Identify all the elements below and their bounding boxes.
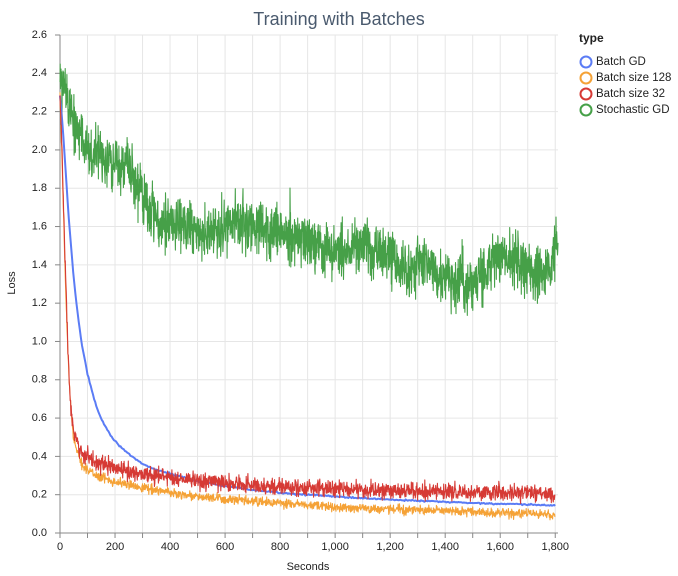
legend-items: Batch GD Batch size 128 Batch size 32 Stoch… — [579, 55, 671, 117]
chart-title: Training with Batches — [253, 9, 424, 29]
y-tick-label: 1.8 — [32, 182, 47, 194]
x-tick-label: 200 — [106, 541, 124, 553]
series-line-stochastic-gd — [59, 63, 559, 316]
x-tick-label: 0 — [57, 541, 63, 553]
legend: type Batch GD Batch size 128 Batch size 32… — [579, 31, 671, 117]
legend-swatch-batch-gd — [579, 55, 593, 69]
x-axis-title: Seconds — [287, 561, 330, 573]
axes — [55, 34, 558, 538]
y-tick-label: 2.2 — [32, 106, 47, 118]
x-tick-label: 1,600 — [486, 541, 514, 553]
y-axis-title: Loss — [6, 271, 18, 295]
legend-swatch-batch-size-128 — [579, 71, 593, 85]
x-tick-label: 1,400 — [431, 541, 459, 553]
y-tick-label: 1.0 — [32, 335, 47, 347]
y-tick-label: 1.2 — [32, 297, 47, 309]
y-tick-label: 0.4 — [32, 450, 47, 462]
x-tick-label: 1,000 — [321, 541, 349, 553]
y-tick-label: 0.0 — [32, 527, 47, 539]
legend-label-stochastic-gd: Stochastic GD — [596, 104, 670, 116]
x-tick-label: 1,800 — [541, 541, 569, 553]
legend-swatch-batch-size-32 — [579, 87, 593, 101]
y-tick-label: 1.6 — [32, 220, 47, 232]
y-tick-label: 1.4 — [32, 259, 47, 271]
legend-label-batch-size-32: Batch size 32 — [596, 88, 665, 100]
legend-swatch-stochastic-gd — [579, 103, 593, 117]
tick-labels: 0 200 400 600 800 1,000 1,200 1,400 1,600 1,800 0.… — [32, 29, 569, 553]
y-tick-label: 2.4 — [32, 67, 47, 79]
series-line-batch-gd — [59, 95, 556, 507]
y-tick-label: 2.0 — [32, 144, 47, 156]
x-tick-label: 600 — [216, 541, 234, 553]
x-tick-label: 1,200 — [376, 541, 404, 553]
y-tick-label: 2.6 — [32, 29, 47, 41]
legend-label-batch-gd: Batch GD — [596, 56, 646, 68]
series-line-batch-size-32 — [59, 95, 556, 504]
x-tick-label: 800 — [271, 541, 289, 553]
legend-label-batch-size-128: Batch size 128 — [596, 72, 671, 84]
x-tick-label: 400 — [161, 541, 179, 553]
y-tick-label: 0.8 — [32, 374, 47, 386]
legend-title: type — [579, 31, 604, 45]
series-line-batch-size-128 — [59, 92, 556, 521]
y-tick-label: 0.6 — [32, 412, 47, 424]
series-lines — [59, 63, 559, 521]
y-tick-label: 0.2 — [32, 489, 47, 501]
